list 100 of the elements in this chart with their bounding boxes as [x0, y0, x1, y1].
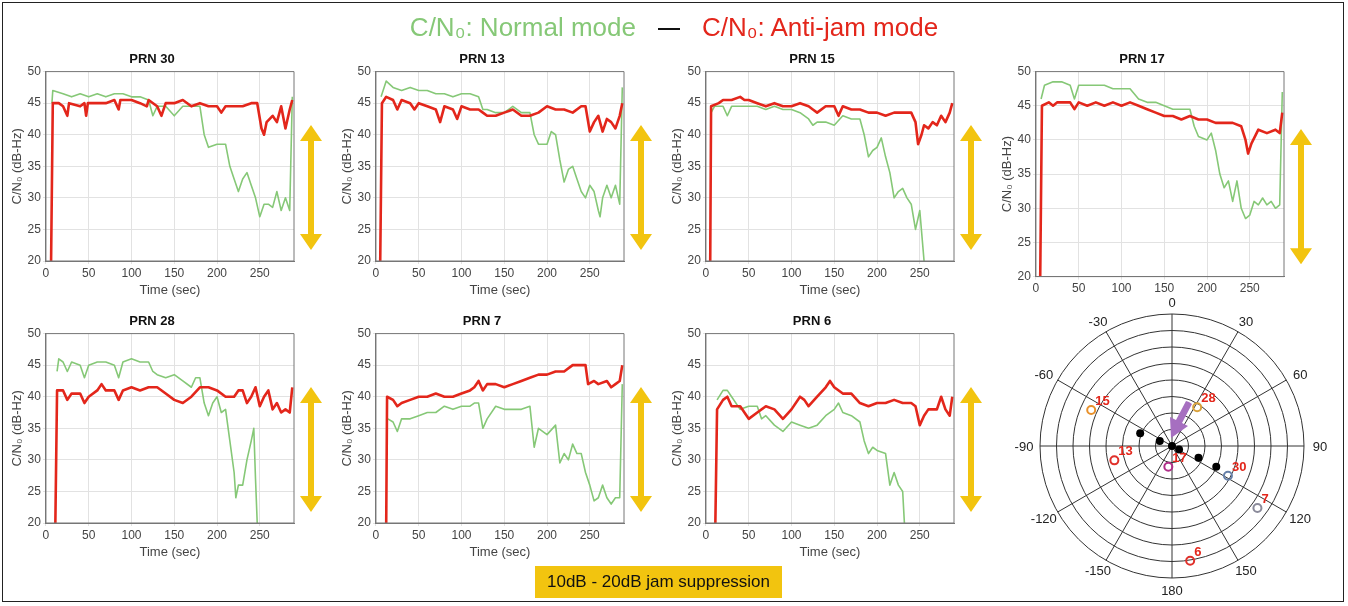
y-tick-label: 35	[687, 158, 702, 173]
y-tick-label: 40	[687, 389, 702, 404]
x-tick-label: 200	[867, 527, 888, 542]
y-tick-label: 50	[1017, 63, 1032, 78]
text: C/N₀: Anti-jam mode	[701, 12, 939, 42]
text: 90	[1312, 438, 1328, 454]
y-tick-label: 50	[357, 325, 372, 340]
y-tick-label: 20	[27, 253, 42, 268]
x-tick-label: 250	[249, 527, 271, 542]
text: 28	[1201, 390, 1216, 406]
x-tick-label: 150	[494, 527, 515, 542]
y-tick-label: 20	[687, 253, 702, 268]
y-tick-label: 30	[1017, 200, 1032, 215]
text: 60	[1292, 366, 1308, 382]
y-tick-label: 25	[27, 221, 42, 236]
y-tick-label: 35	[357, 158, 372, 173]
x-tick-label: 250	[1239, 281, 1261, 296]
x-tick-label: 150	[164, 527, 185, 542]
text: -90	[1014, 438, 1034, 454]
x-tick-label: 150	[1154, 281, 1175, 296]
y-tick-label: 40	[357, 127, 372, 142]
text: 0	[1168, 294, 1176, 310]
x-axis-title: Time (sec)	[469, 543, 531, 559]
x-tick-label: 0	[1032, 281, 1040, 296]
y-tick-label: 20	[687, 515, 702, 530]
x-axis-title: Time (sec)	[139, 543, 201, 559]
chart-title: PRN 17	[1119, 51, 1165, 67]
text: 10dB - 20dB jam suppression	[535, 566, 783, 598]
x-tick-label: 50	[82, 265, 96, 280]
text: 13	[1118, 443, 1133, 459]
y-tick-label: 45	[27, 95, 42, 110]
y-tick-label: 35	[357, 420, 372, 435]
x-tick-label: 150	[494, 265, 515, 280]
y-tick-label: 40	[27, 389, 42, 404]
y-tick-label: 30	[357, 190, 372, 205]
y-tick-label: 25	[687, 483, 702, 498]
y-tick-label: 40	[27, 127, 42, 142]
y-tick-label: 50	[357, 63, 372, 78]
x-tick-label: 50	[1072, 281, 1086, 296]
y-tick-label: 30	[687, 452, 702, 467]
y-tick-label: 50	[687, 325, 702, 340]
y-tick-label: 35	[1017, 166, 1032, 181]
text: 180	[1161, 582, 1183, 598]
chart-title: PRN 7	[462, 313, 502, 329]
y-tick-label: 30	[27, 190, 42, 205]
y-axis-title: C/N₀ (dB-Hz)	[339, 390, 355, 467]
x-tick-label: 200	[207, 265, 228, 280]
text: -150	[1084, 563, 1112, 579]
x-tick-label: 100	[451, 527, 472, 542]
y-tick-label: 20	[357, 515, 372, 530]
text: -120	[1030, 510, 1057, 526]
text: 120	[1289, 510, 1312, 526]
y-axis-title: C/N₀ (dB-Hz)	[9, 390, 25, 467]
y-tick-label: 45	[687, 357, 702, 372]
y-tick-label: 35	[27, 420, 42, 435]
x-tick-label: 0	[42, 265, 50, 280]
x-tick-label: 250	[909, 527, 931, 542]
y-tick-label: 30	[687, 190, 702, 205]
y-axis-title: C/N₀ (dB-Hz)	[9, 128, 25, 205]
y-axis-title: C/N₀ (dB-Hz)	[999, 136, 1015, 213]
x-tick-label: 150	[824, 265, 845, 280]
x-tick-label: 100	[781, 527, 802, 542]
y-tick-label: 45	[687, 95, 702, 110]
x-axis-title: Time (sec)	[799, 281, 861, 297]
y-tick-label: 35	[27, 158, 42, 173]
x-tick-label: 50	[412, 527, 426, 542]
x-tick-label: 50	[82, 527, 96, 542]
y-tick-label: 25	[687, 221, 702, 236]
y-tick-label: 45	[357, 357, 372, 372]
chart-title: PRN 28	[129, 313, 175, 329]
y-tick-label: 45	[27, 357, 42, 372]
y-tick-label: 50	[27, 63, 42, 78]
text: -30	[1088, 313, 1108, 329]
y-tick-label: 20	[1017, 268, 1032, 283]
text: 30	[1231, 458, 1247, 474]
chart-title: PRN 13	[459, 51, 505, 67]
x-tick-label: 100	[781, 265, 802, 280]
x-tick-label: 0	[372, 527, 380, 542]
x-tick-label: 50	[742, 265, 756, 280]
y-tick-label: 40	[687, 127, 702, 142]
x-tick-label: 0	[42, 527, 50, 542]
text: 6	[1194, 543, 1202, 559]
x-tick-label: 150	[824, 527, 845, 542]
x-tick-label: 50	[412, 265, 426, 280]
y-tick-label: 20	[27, 515, 42, 530]
y-tick-label: 20	[357, 253, 372, 268]
y-tick-label: 30	[357, 452, 372, 467]
y-tick-label: 35	[687, 420, 702, 435]
x-tick-label: 100	[451, 265, 472, 280]
text: 30	[1238, 313, 1254, 329]
chart-title: PRN 6	[792, 313, 832, 329]
x-tick-label: 250	[579, 265, 601, 280]
x-tick-label: 0	[372, 265, 380, 280]
x-tick-label: 250	[249, 265, 271, 280]
y-axis-title: C/N₀ (dB-Hz)	[339, 128, 355, 205]
x-tick-label: 200	[867, 265, 888, 280]
y-tick-label: 25	[1017, 234, 1032, 249]
text: -60	[1034, 366, 1054, 382]
text: 150	[1235, 563, 1257, 579]
y-tick-label: 30	[27, 452, 42, 467]
